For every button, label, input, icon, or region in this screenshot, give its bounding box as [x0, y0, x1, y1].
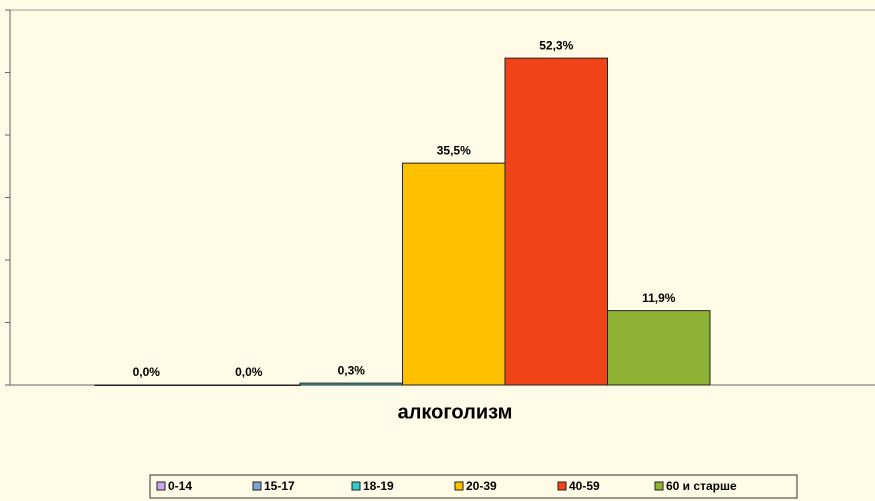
legend-label: 20-39	[466, 479, 497, 493]
x-tick-label: алкоголизм	[398, 401, 513, 423]
legend-label: 18-19	[363, 479, 394, 493]
bar	[299, 382, 403, 386]
legend-label: 40-59	[569, 479, 600, 493]
data-label: 0,0%	[133, 365, 161, 379]
bar	[94, 384, 198, 386]
legend-swatch	[351, 481, 361, 491]
legend-swatch	[156, 481, 166, 491]
data-label: 0,3%	[338, 363, 366, 377]
legend-swatch	[252, 481, 262, 491]
legend-swatch	[654, 481, 664, 491]
legend-label: 15-17	[264, 479, 295, 493]
bar	[402, 162, 506, 386]
legend	[149, 474, 798, 499]
data-label: 0,0%	[235, 365, 263, 379]
bar	[197, 384, 301, 386]
data-label: 52,3%	[539, 38, 573, 52]
data-label: 11,9%	[642, 291, 676, 305]
legend-label: 0-14	[168, 479, 192, 493]
legend-swatch	[454, 481, 464, 491]
bar	[607, 310, 711, 386]
legend-label: 60 и старше	[666, 479, 737, 493]
data-label: 35,5%	[437, 143, 471, 157]
legend-swatch	[557, 481, 567, 491]
bar	[504, 57, 608, 386]
